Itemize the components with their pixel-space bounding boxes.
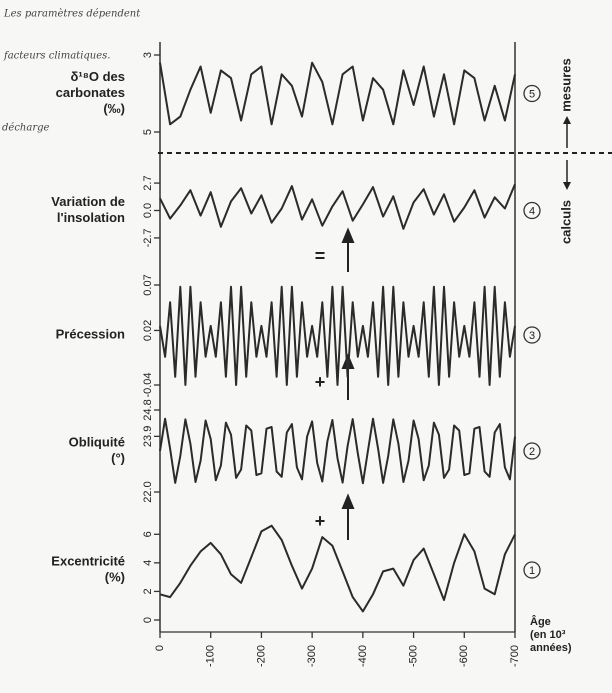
panel-label: δ¹⁸O des	[71, 69, 125, 84]
x-axis-label: (en 10³	[530, 629, 566, 641]
y-tick-label: 3	[142, 52, 154, 58]
arrows	[341, 227, 355, 540]
x-tick-label: -200	[255, 645, 267, 667]
marker-circle	[523, 326, 541, 344]
y-tick-label: -0.04	[142, 372, 154, 397]
data-line	[159, 524, 516, 613]
y-tick-label: 2	[142, 588, 154, 594]
y-tick-label: -2.7	[142, 228, 154, 247]
x-tick-label: -700	[509, 645, 521, 667]
marker-number: 4	[529, 205, 535, 217]
y-tick-label: 0.0	[142, 203, 154, 218]
marker-circle	[523, 442, 541, 460]
x-tick-label: -100	[205, 645, 217, 667]
marker-number: 5	[529, 88, 535, 100]
y-tick-label: 6	[142, 531, 154, 537]
marker-circle	[523, 561, 541, 579]
x-tick-label: -300	[306, 645, 318, 667]
plus-sign: +	[315, 372, 326, 392]
equals-sign: =	[315, 246, 326, 266]
panel-label: Obliquité	[69, 434, 125, 449]
plus-sign: +	[315, 511, 326, 531]
panel-label: Précession	[56, 326, 125, 341]
x-tick-label: -500	[407, 645, 419, 667]
y-tick-label: 0.07	[142, 274, 154, 295]
arrow-head	[563, 182, 571, 190]
marker-number: 1	[529, 565, 535, 577]
y-tick-label: 0	[142, 617, 154, 623]
handwritten-note: décharge	[2, 123, 50, 134]
panel-label: (°)	[111, 450, 125, 465]
y-tick-label: 4	[142, 560, 154, 566]
data-line	[159, 285, 516, 386]
y-tick-label: 5	[142, 129, 154, 135]
panel-label: Variation de	[51, 194, 125, 209]
marker-circle	[523, 201, 541, 220]
handwritten-note: Les paramètres dépendent	[3, 9, 141, 20]
data-line	[159, 417, 516, 485]
marker-number: 2	[529, 446, 535, 458]
marker-number: 3	[529, 330, 535, 342]
calcs-label: calculs	[558, 200, 573, 244]
x-axis-label: Âge	[530, 615, 551, 628]
y-tick-label: 23.9	[142, 426, 154, 447]
marker-circle	[523, 84, 541, 103]
arrow-head	[563, 116, 571, 124]
panel-label: (‰)	[103, 101, 125, 116]
x-tick-label: -600	[458, 645, 470, 667]
handwritten-note: facteurs climatiques.	[3, 51, 110, 62]
data-line	[159, 183, 516, 230]
data-line	[159, 61, 516, 126]
panel-label: Excentricité	[51, 553, 125, 568]
panel-label: l'insolation	[57, 210, 125, 225]
measures-label: mesures	[558, 58, 573, 111]
x-tick-label: 0	[154, 645, 166, 651]
panel-label: carbonates	[56, 85, 125, 100]
y-tick-label: 24.8	[142, 399, 154, 420]
y-tick-label: 2.7	[142, 175, 154, 190]
x-axis-label: années)	[530, 642, 572, 654]
y-tick-label: 0.02	[142, 320, 154, 341]
panel-label: (%)	[105, 569, 125, 584]
y-tick-label: 22.0	[142, 481, 154, 502]
x-tick-label: -400	[357, 645, 369, 667]
